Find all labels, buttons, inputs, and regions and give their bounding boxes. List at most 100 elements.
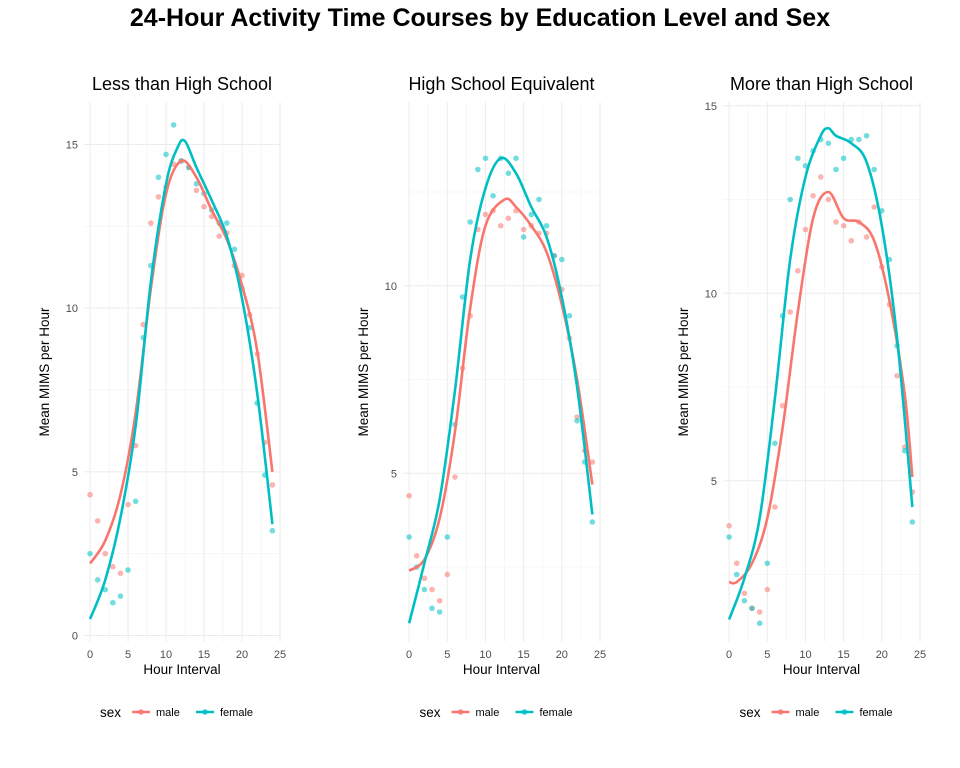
- female-point: [871, 166, 877, 173]
- legend-label-female: female: [860, 707, 893, 719]
- panel-1: 0 5 10 15 20 25 0 5 10 15 Less than High School Hou…: [37, 74, 286, 720]
- male-point: [87, 491, 93, 498]
- x-tick-label: 20: [236, 649, 248, 661]
- x-tick-label: 15: [198, 649, 210, 661]
- male-point: [894, 372, 900, 379]
- male-point: [94, 518, 101, 524]
- female-point: [536, 196, 542, 203]
- legend-key-point-female: [841, 709, 848, 715]
- x-tick-label: 0: [726, 649, 732, 661]
- legend-title: sex: [420, 705, 441, 720]
- female-point: [429, 605, 435, 612]
- y-tick-label: 15: [705, 101, 717, 113]
- y-tick-label: 5: [711, 476, 717, 488]
- female-point: [787, 196, 793, 203]
- female-point: [749, 605, 755, 612]
- female-point: [566, 312, 573, 319]
- male-point: [863, 234, 870, 240]
- male-point: [497, 222, 504, 229]
- y-axis-title: Mean MIMS per Hour: [676, 307, 691, 437]
- male-point: [787, 309, 793, 315]
- female-point: [543, 222, 550, 229]
- y-axis-title: Mean MIMS per Hour: [356, 307, 371, 437]
- male-smooth-line: [88, 159, 274, 565]
- x-tick-label: 15: [518, 649, 530, 661]
- male-point: [833, 219, 839, 225]
- female-point: [406, 534, 412, 540]
- x-tick-label: 25: [274, 649, 286, 661]
- female-smooth-line: [727, 126, 914, 620]
- male-point: [269, 482, 276, 488]
- x-tick-label: 5: [125, 649, 131, 661]
- legend-key-point-male: [457, 709, 464, 715]
- male-point: [779, 402, 786, 409]
- x-tick-label: 10: [799, 649, 811, 661]
- male-point: [505, 215, 512, 222]
- male-point: [216, 233, 223, 239]
- male-point: [810, 192, 816, 199]
- male-point: [817, 174, 824, 180]
- legend: sex male female: [420, 705, 573, 720]
- x-tick-label: 5: [444, 649, 450, 661]
- male-point: [421, 575, 428, 582]
- male-point: [795, 267, 801, 274]
- female-point: [467, 219, 473, 225]
- male-point: [117, 570, 124, 577]
- female-point: [574, 417, 580, 424]
- female-point: [528, 211, 535, 218]
- female-point: [155, 174, 162, 181]
- female-point: [125, 567, 131, 573]
- female-point: [459, 294, 466, 300]
- female-point: [520, 234, 527, 240]
- female-point: [840, 155, 847, 162]
- female-point: [170, 122, 177, 128]
- legend-title: sex: [100, 705, 121, 720]
- male-point: [155, 194, 162, 200]
- y-tick-label: 10: [66, 303, 78, 315]
- x-tick-label: 20: [876, 649, 888, 661]
- female-point: [863, 132, 870, 139]
- female-point: [741, 597, 748, 604]
- female-point: [490, 192, 496, 199]
- male-point: [444, 571, 451, 578]
- male-point: [193, 187, 200, 194]
- female-point: [132, 498, 139, 505]
- male-point: [520, 226, 527, 233]
- legend-label-male: male: [796, 707, 820, 719]
- female-smooth-line: [88, 138, 274, 620]
- female-point: [733, 571, 740, 578]
- female-point: [559, 256, 565, 263]
- x-tick-label: 5: [764, 649, 770, 661]
- legend-key-point-female: [521, 709, 528, 715]
- male-point: [840, 222, 847, 229]
- y-axis-title: Mean MIMS per Hour: [37, 307, 52, 437]
- y-tick-label: 10: [385, 281, 397, 293]
- female-point: [110, 599, 116, 606]
- male-point: [201, 203, 207, 210]
- female-point: [94, 577, 101, 583]
- y-tick-label: 0: [72, 630, 78, 642]
- male-point: [772, 504, 778, 510]
- y-tick-label: 5: [391, 468, 397, 480]
- male-point: [741, 590, 748, 597]
- male-point: [125, 501, 131, 508]
- female-point: [482, 155, 489, 162]
- female-point: [795, 155, 801, 162]
- x-tick-label: 10: [479, 649, 491, 661]
- male-point: [871, 204, 877, 210]
- x-tick-label: 10: [160, 649, 172, 661]
- legend-key-point-female: [202, 709, 208, 715]
- female-point: [772, 440, 778, 447]
- male-point: [733, 560, 740, 567]
- x-axis-title: Hour Interval: [463, 662, 540, 677]
- legend-label-female: female: [540, 707, 573, 719]
- figure-title: 24-Hour Activity Time Courses by Educati…: [129, 4, 831, 32]
- female-point: [269, 527, 276, 534]
- legend-label-female: female: [220, 707, 253, 719]
- legend: sex male female: [740, 705, 893, 720]
- male-point: [482, 211, 489, 218]
- x-axis-title: Hour Interval: [143, 662, 220, 677]
- legend-key-point-male: [138, 709, 144, 715]
- legend-title: sex: [740, 705, 761, 720]
- female-point: [513, 155, 519, 162]
